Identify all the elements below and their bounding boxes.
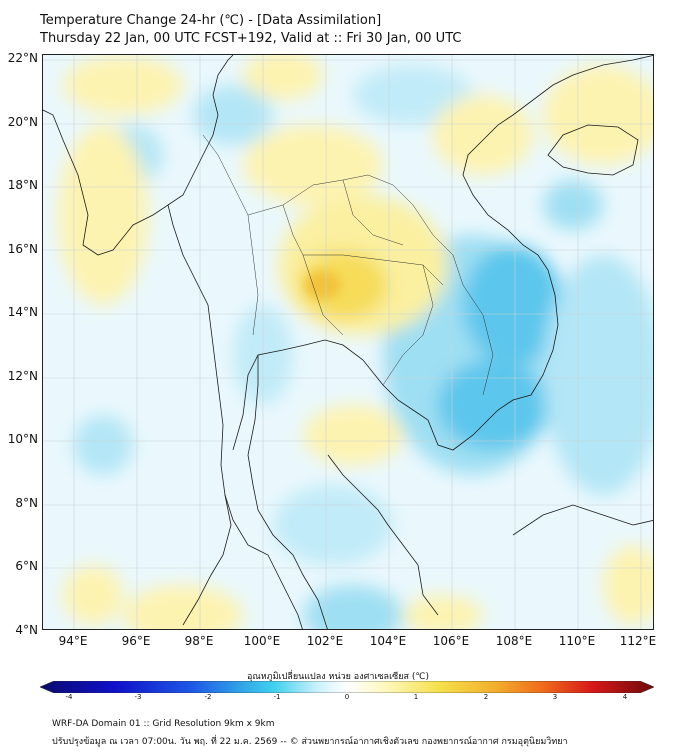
graticule xyxy=(43,55,653,629)
colorbar-tick: 0 xyxy=(344,693,350,701)
lon-label: 110°E xyxy=(558,634,596,648)
colorbar-tick: -4 xyxy=(65,693,73,701)
colorbar-tick: -1 xyxy=(273,693,281,701)
coastlines xyxy=(43,55,653,629)
lat-label: 14°N xyxy=(7,305,38,319)
lon-label: 94°E xyxy=(58,634,88,648)
map-title: Temperature Change 24-hr (℃) - [Data Ass… xyxy=(40,12,461,48)
title-line-1: Temperature Change 24-hr (℃) - [Data Ass… xyxy=(40,13,382,28)
lat-label: 16°N xyxy=(7,242,38,256)
colorbar-tick: 4 xyxy=(622,693,628,701)
colorbar-tick: -2 xyxy=(204,693,212,701)
map-canvas xyxy=(43,55,653,629)
lon-label: 106°E xyxy=(432,634,470,648)
footer-credit: ปรับปรุงข้อมูล ณ เวลา 07:00น. วัน พฤ. ที… xyxy=(52,737,568,747)
lon-label: 96°E xyxy=(121,634,151,648)
lat-label: 12°N xyxy=(7,369,38,383)
colorbar-tick: 2 xyxy=(483,693,489,701)
lon-label: 98°E xyxy=(184,634,214,648)
temperature-field xyxy=(58,55,653,629)
lat-label: 20°N xyxy=(7,115,38,129)
lon-label: 100°E xyxy=(243,634,281,648)
lon-label: 108°E xyxy=(495,634,533,648)
temperature-change-map xyxy=(42,54,654,630)
lon-label: 102°E xyxy=(306,634,344,648)
lat-label: 18°N xyxy=(7,178,38,192)
lon-label: 112°E xyxy=(619,634,657,648)
lat-label: 10°N xyxy=(7,432,38,446)
title-line-2: Thursday 22 Jan, 00 UTC FCST+192, Valid … xyxy=(40,31,462,46)
colorbar-tick: -3 xyxy=(134,693,142,701)
lat-label: 6°N xyxy=(15,559,38,573)
footer-model-info: WRF-DA Domain 01 :: Grid Resolution 9km … xyxy=(52,719,275,729)
admin-borders xyxy=(202,134,494,396)
colorbar-tick: 3 xyxy=(552,693,558,701)
colorbar xyxy=(40,681,654,693)
lat-label: 4°N xyxy=(15,623,38,637)
lat-label: 22°N xyxy=(7,51,38,65)
lon-label: 104°E xyxy=(369,634,407,648)
colorbar-tick: 1 xyxy=(413,693,419,701)
colorbar-title: อุณหภูมิเปลี่ยนแปลง หน่วย องศาเซลเซียส (… xyxy=(246,672,430,682)
lat-label: 8°N xyxy=(15,496,38,510)
